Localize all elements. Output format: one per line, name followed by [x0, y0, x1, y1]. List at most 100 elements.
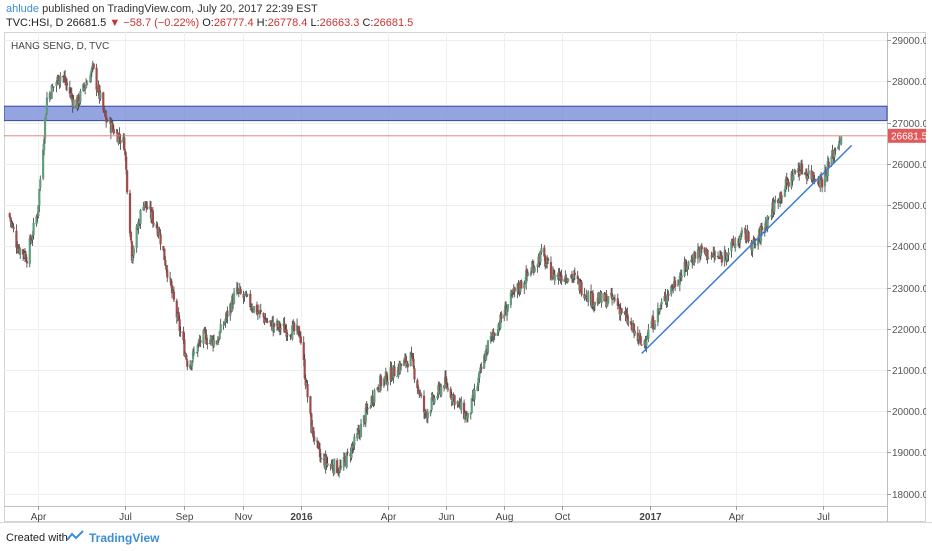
candle-down [206, 342, 209, 345]
candle-down [123, 137, 126, 151]
candle-up [659, 304, 662, 308]
candle-up [89, 72, 92, 82]
candle-down [309, 396, 312, 414]
candle-up [806, 175, 809, 179]
candle-down [11, 224, 14, 226]
candle-down [612, 298, 616, 300]
candle-down [630, 321, 633, 325]
candle-up [530, 266, 533, 271]
candle-down [259, 309, 262, 313]
candle-down [358, 430, 361, 434]
candle-down [517, 282, 520, 290]
candle-up [212, 339, 216, 346]
candle-up [550, 277, 554, 281]
symbol-label[interactable]: TVC:HSI, D [6, 17, 64, 29]
candle-up [838, 141, 841, 146]
candle-down [129, 231, 133, 241]
candle-up [440, 386, 443, 396]
candle-up [152, 223, 155, 225]
candle-up [553, 274, 556, 281]
candlestick-chart[interactable]: 18000.0 19000.0 20000.0 21000.0 22000.0 23000… [4, 32, 926, 522]
candle-up [571, 277, 575, 279]
candle-up [330, 463, 333, 465]
candle-down [422, 395, 426, 413]
candle-up [364, 407, 367, 423]
candle-up [686, 267, 689, 270]
candle-down [547, 258, 550, 261]
candle-down [610, 293, 614, 300]
candle-up [202, 330, 205, 345]
candle-down [302, 342, 305, 360]
candle-up [699, 246, 702, 257]
candle-up [533, 267, 536, 272]
candle-up [645, 340, 648, 346]
candle-down [103, 109, 106, 111]
candle-up [466, 413, 470, 418]
candle-down [343, 455, 346, 459]
candle-down [720, 255, 723, 263]
candle-up [696, 249, 700, 259]
candle-up [470, 398, 473, 414]
candle-down [685, 264, 688, 270]
candle-up [784, 179, 787, 191]
candle-up [484, 349, 488, 360]
candle-up [44, 114, 48, 121]
candle-down [273, 323, 276, 327]
candle-down [177, 312, 180, 320]
candle-up [59, 75, 62, 82]
candle-down [92, 63, 95, 69]
candle-down [732, 238, 735, 245]
candle-down [339, 466, 343, 468]
candle-down [204, 331, 207, 334]
candle-up [72, 99, 75, 108]
candle-down [445, 382, 449, 389]
x-tick-label: Aug [496, 512, 514, 522]
candle-down [21, 249, 25, 255]
x-tick-label: Jul [119, 512, 132, 522]
candle-up [43, 118, 47, 139]
candle-down [493, 333, 496, 336]
candle-down [585, 295, 588, 298]
candle-down [672, 287, 675, 289]
candle-up [767, 216, 770, 218]
candle-down [255, 304, 259, 315]
candle-up [505, 309, 509, 316]
candle-down [417, 387, 420, 390]
candle-up [490, 333, 493, 337]
candle-down [8, 213, 11, 218]
y-tick-label: 25000.0 [892, 201, 926, 212]
tradingview-brand[interactable]: TradingView [89, 531, 160, 545]
high-value: 26778.4 [267, 17, 308, 29]
candle-up [546, 259, 549, 263]
close-label: C: [362, 17, 374, 29]
candle-down [379, 376, 383, 387]
candle-down [316, 440, 320, 444]
candle-down [412, 358, 415, 367]
candle-down [25, 261, 29, 264]
candle-up [778, 201, 781, 203]
candle-up [382, 378, 386, 386]
candle-up [42, 149, 45, 179]
candle-up [253, 306, 256, 312]
y-tick-label: 27000.0 [892, 119, 926, 130]
candle-down [105, 115, 108, 122]
candle-down [9, 217, 12, 222]
candle-down [667, 293, 670, 296]
candle-up [670, 286, 673, 295]
candle-up [770, 214, 773, 217]
candle-up [647, 329, 650, 339]
close-value: 26681.5 [373, 17, 414, 29]
candle-up [807, 170, 810, 175]
candle-up [30, 240, 33, 243]
author-link[interactable]: ahlude [6, 3, 40, 15]
chart-area[interactable]: 18000.0 19000.0 20000.0 21000.0 22000.0 23000… [4, 32, 926, 522]
candle-down [130, 241, 134, 261]
candle-up [759, 226, 763, 242]
candle-down [418, 390, 421, 395]
candle-up [465, 415, 469, 421]
candle-up [291, 325, 294, 340]
candle-down [544, 255, 547, 267]
candle-down [262, 312, 265, 318]
candle-up [429, 410, 432, 414]
candle-up [727, 252, 730, 256]
